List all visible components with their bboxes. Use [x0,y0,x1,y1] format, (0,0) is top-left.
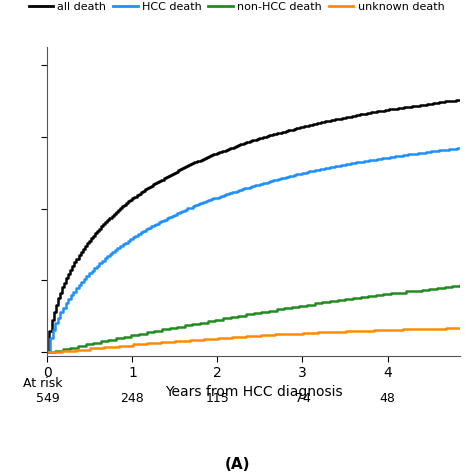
Text: 549: 549 [36,392,59,405]
Text: 48: 48 [380,392,395,405]
Text: 248: 248 [120,392,144,405]
Text: (A): (A) [224,457,250,472]
X-axis label: Years from HCC diagnosis: Years from HCC diagnosis [165,385,342,400]
Text: 74: 74 [294,392,310,405]
Legend: all death, HCC death, non-HCC death, unknown death: all death, HCC death, non-HCC death, unk… [24,0,449,17]
Text: 115: 115 [206,392,229,405]
Text: At risk: At risk [23,377,62,391]
